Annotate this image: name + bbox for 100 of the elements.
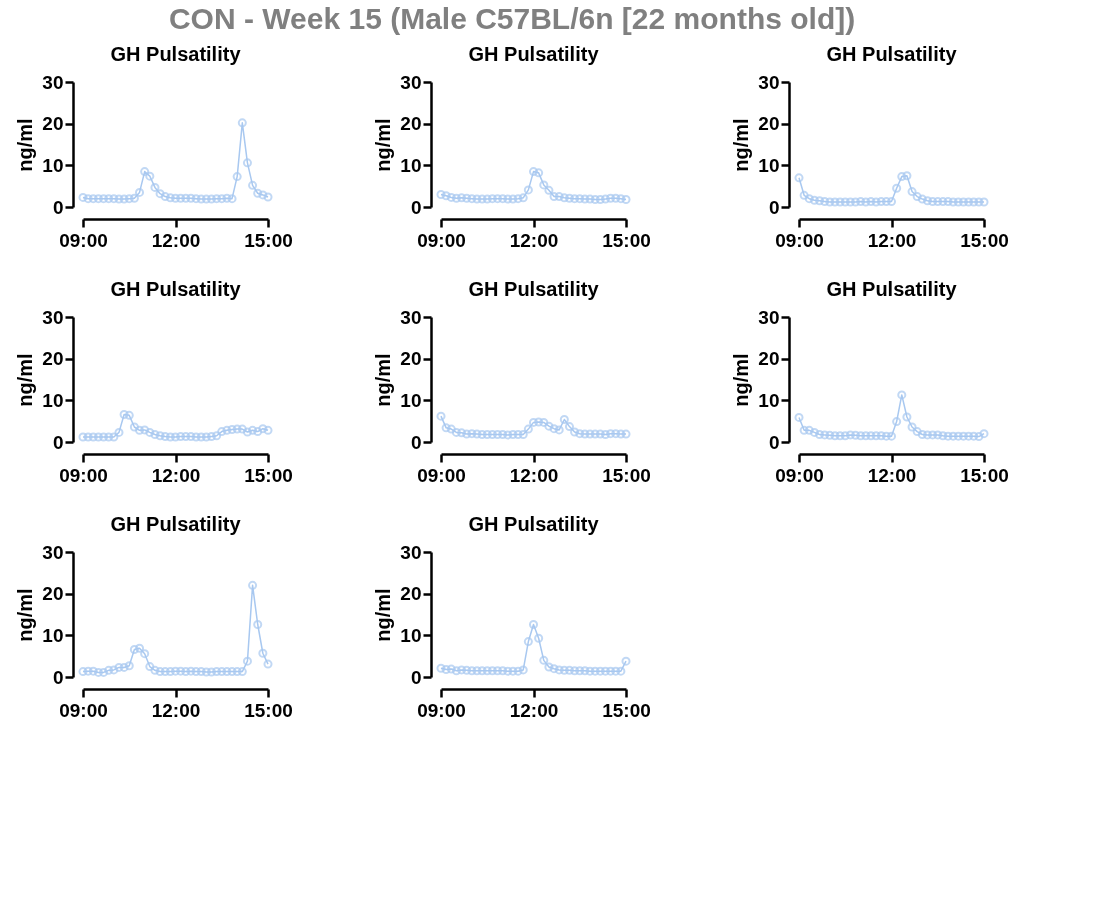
- point: [590, 429, 600, 439]
- point: [580, 666, 590, 676]
- point: [876, 197, 886, 207]
- point: [109, 194, 119, 204]
- point: [104, 194, 114, 204]
- y-tick-label: 20: [400, 348, 422, 370]
- point: [948, 431, 958, 441]
- point: [580, 429, 590, 439]
- point: [559, 193, 569, 203]
- point: [467, 429, 477, 439]
- point: [441, 191, 451, 201]
- point: [129, 422, 139, 432]
- point: [134, 643, 145, 653]
- y-tick-label: 0: [52, 666, 64, 688]
- point: [845, 430, 855, 440]
- point: [462, 429, 472, 439]
- x-tick-label: 09:00: [775, 464, 824, 486]
- point: [227, 194, 237, 204]
- point: [539, 180, 549, 190]
- point: [88, 194, 98, 204]
- point: [477, 429, 487, 440]
- point: [109, 665, 119, 675]
- point: [528, 167, 539, 177]
- point: [462, 665, 472, 675]
- point: [181, 193, 191, 203]
- point: [222, 667, 232, 677]
- point: [457, 193, 467, 203]
- point: [969, 197, 979, 207]
- point: [534, 633, 544, 643]
- x-tick-label: 15:00: [602, 229, 651, 251]
- point: [206, 667, 217, 677]
- point: [528, 619, 539, 630]
- point: [212, 667, 222, 677]
- point: [487, 194, 497, 204]
- y-tick-label: 10: [758, 389, 780, 411]
- x-tick-label: 15:00: [602, 699, 651, 721]
- y-tick-label: 0: [768, 431, 780, 453]
- text: CON - Week 15 (Male C57BL/6n [22 months old]): [168, 2, 856, 35]
- point: [523, 185, 533, 195]
- y-tick-label: 20: [42, 583, 64, 605]
- point: [825, 430, 835, 440]
- point: [953, 197, 963, 207]
- point: [119, 409, 129, 420]
- point: [938, 197, 948, 207]
- point: [498, 194, 508, 204]
- point: [176, 666, 186, 676]
- point: [958, 431, 968, 441]
- point: [451, 427, 461, 437]
- x-tick-label: 15:00: [244, 229, 293, 251]
- point: [124, 661, 134, 671]
- y-tick-label: 30: [400, 306, 422, 328]
- point: [513, 666, 523, 676]
- x-tick-label: 12:00: [509, 229, 559, 251]
- y-tick-label: 20: [400, 113, 422, 135]
- point: [165, 193, 175, 203]
- point: [912, 192, 922, 202]
- y-tick-label: 30: [758, 306, 780, 328]
- y-tick-label: 20: [400, 583, 422, 605]
- point: [825, 197, 835, 207]
- point: [948, 197, 958, 207]
- point: [886, 431, 897, 441]
- point: [876, 431, 886, 441]
- point: [191, 667, 201, 677]
- x-tick-label: 12:00: [151, 464, 201, 486]
- y-tick-label: 0: [410, 666, 422, 688]
- point: [964, 431, 974, 441]
- point: [938, 431, 948, 441]
- point: [508, 194, 518, 204]
- point: [518, 193, 528, 203]
- point: [595, 429, 605, 439]
- point: [109, 432, 119, 442]
- point: [595, 666, 605, 676]
- point: [840, 431, 850, 441]
- point: [534, 417, 544, 427]
- point: [559, 414, 569, 425]
- point: [181, 667, 191, 677]
- point: [104, 665, 114, 675]
- point: [482, 666, 492, 676]
- point: [585, 194, 595, 204]
- point: [564, 422, 575, 432]
- point: [196, 432, 206, 442]
- point: [258, 648, 268, 658]
- x-tick-label: 12:00: [509, 699, 559, 721]
- point: [191, 194, 201, 204]
- point: [503, 194, 513, 204]
- point: [232, 667, 242, 677]
- point: [611, 193, 621, 203]
- point: [856, 197, 866, 207]
- point: [886, 197, 897, 207]
- point: [820, 197, 830, 207]
- y-tick-label: 0: [410, 196, 422, 218]
- point: [160, 667, 170, 677]
- point: [907, 422, 917, 432]
- point: [129, 193, 139, 203]
- point: [804, 425, 814, 435]
- point: [866, 431, 876, 441]
- point: [253, 427, 263, 437]
- point: [871, 197, 881, 207]
- chart-title: GH Pulsatility: [468, 513, 600, 535]
- point: [611, 429, 621, 439]
